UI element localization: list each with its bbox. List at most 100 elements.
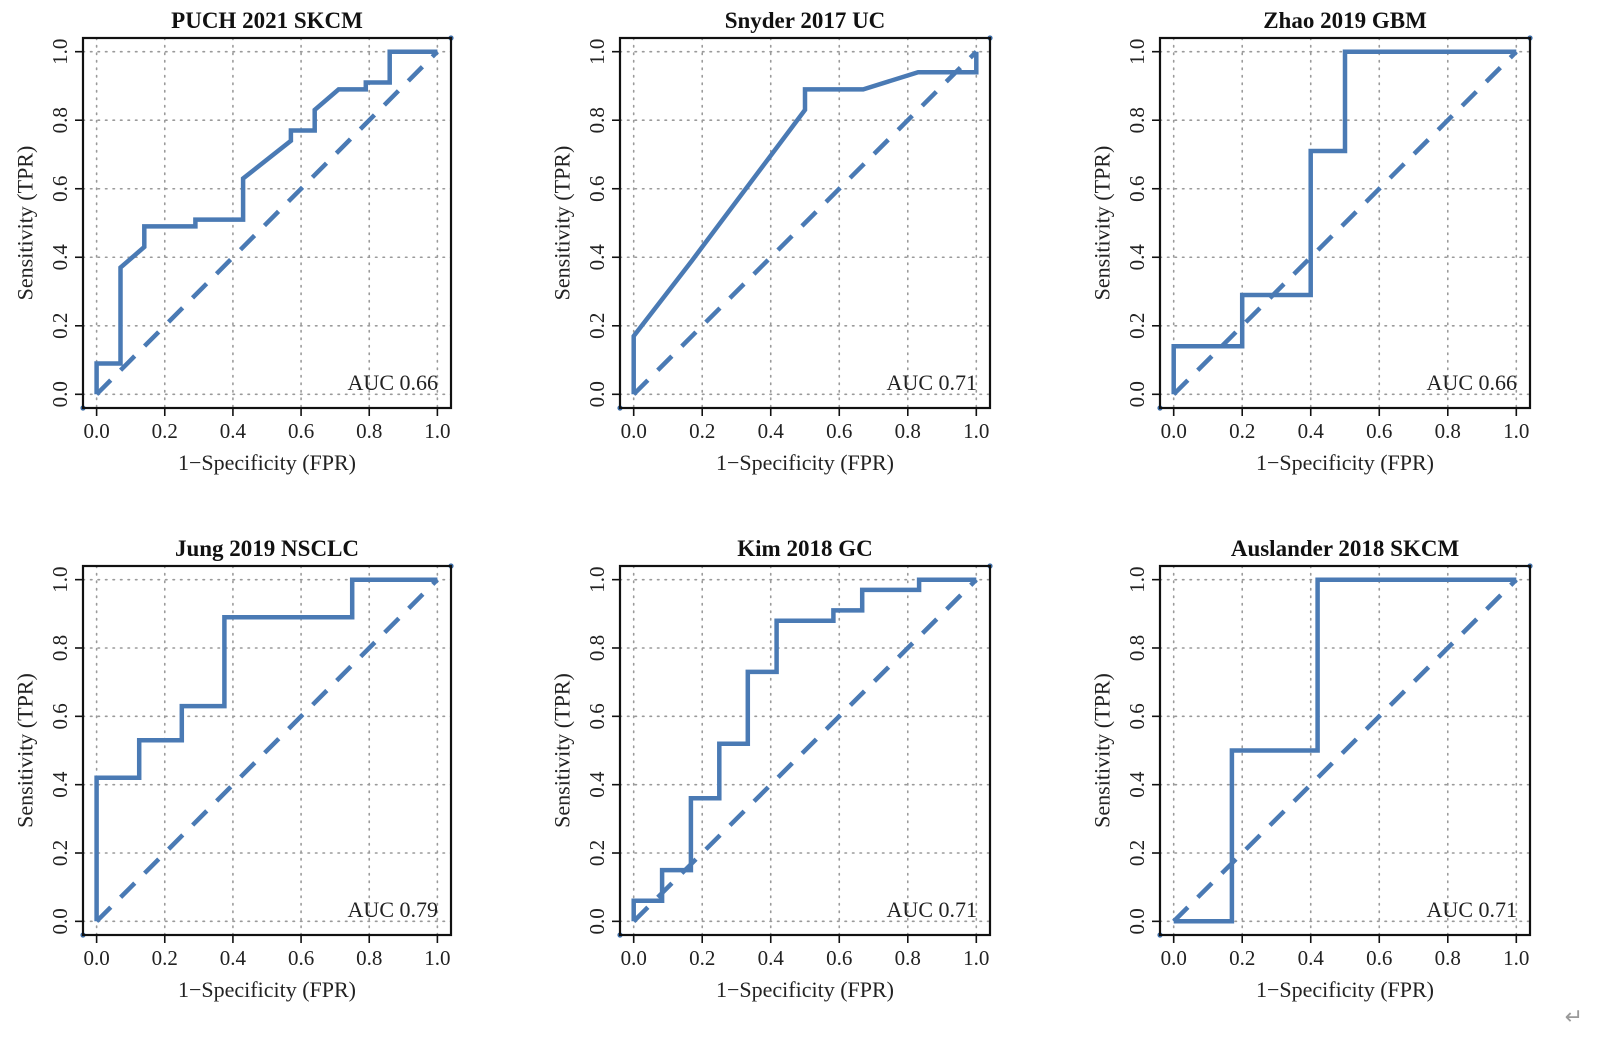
roc-panel-6: 0.0 0.0 0.2 0.2 0.4 0.4 0.6 0.6 0.8 0.8 1.0 1.0 Ausl… <box>1090 536 1533 1002</box>
x-axis-label: 1−Specificity (FPR) <box>178 450 356 475</box>
x-axis-label: 1−Specificity (FPR) <box>716 977 894 1002</box>
plot-title: Auslander 2018 SKCM <box>1231 536 1460 561</box>
auc-annotation: AUC 0.71 <box>887 370 977 395</box>
y-tick-label: 0.8 <box>1125 635 1149 661</box>
y-tick-label: 0.6 <box>48 176 72 202</box>
plot-frame <box>618 564 992 937</box>
auc-annotation: AUC 0.79 <box>348 897 438 922</box>
x-tick-label: 0.6 <box>1366 419 1392 443</box>
roc-panel-2: 0.0 0.0 0.2 0.2 0.4 0.4 0.6 0.6 0.8 0.8 1.0 1.0 Snyd… <box>550 8 993 475</box>
y-tick-label: 0.6 <box>48 703 72 729</box>
y-tick-label: 0.8 <box>48 107 72 133</box>
reference-diagonal <box>95 50 439 396</box>
y-tick-label: 0.4 <box>1125 244 1149 271</box>
x-tick-label: 0.0 <box>621 946 647 970</box>
roc-panel-3: 0.0 0.0 0.2 0.2 0.4 0.4 0.6 0.6 0.8 0.8 1.0 1.0 Zhao… <box>1090 8 1533 475</box>
plot-frame <box>81 36 453 410</box>
roc-panel-5: 0.0 0.0 0.2 0.2 0.4 0.4 0.6 0.6 0.8 0.8 1.0 1.0 Kim … <box>550 536 993 1002</box>
plot-title: Kim 2018 GC <box>737 536 872 561</box>
x-tick-label: 1.0 <box>963 946 989 970</box>
y-axis-label: Sensitivity (TPR) <box>13 146 38 301</box>
reference-diagonal <box>1172 578 1518 923</box>
plot-frame <box>618 36 992 410</box>
x-tick-label: 0.8 <box>1435 419 1461 443</box>
plot-frame <box>81 564 453 937</box>
roc-curve <box>1171 49 1517 395</box>
y-axis-label: Sensitivity (TPR) <box>1090 146 1115 301</box>
plot-frame <box>1158 564 1532 937</box>
y-tick-label: 1.0 <box>48 567 72 593</box>
y-tick-label: 0.6 <box>1125 176 1149 202</box>
y-tick-label: 0.0 <box>48 908 72 934</box>
reference-diagonal <box>632 50 978 396</box>
y-tick-label: 0.2 <box>48 840 72 866</box>
x-tick-label: 0.2 <box>152 946 178 970</box>
y-tick-label: 0.4 <box>48 244 72 271</box>
x-tick-label: 0.2 <box>689 946 715 970</box>
x-tick-label: 0.6 <box>288 419 314 443</box>
y-tick-label: 0.4 <box>1125 771 1149 798</box>
x-tick-label: 0.2 <box>689 419 715 443</box>
y-axis-label: Sensitivity (TPR) <box>13 673 38 828</box>
y-tick-label: 0.8 <box>585 635 609 661</box>
plot-title: Jung 2019 NSCLC <box>175 536 359 561</box>
x-tick-label: 1.0 <box>1503 946 1529 970</box>
y-tick-label: 1.0 <box>585 567 609 593</box>
x-tick-label: 0.6 <box>826 419 852 443</box>
y-tick-label: 0.8 <box>585 107 609 133</box>
plot-title: PUCH 2021 SKCM <box>171 8 363 33</box>
y-tick-label: 0.2 <box>585 313 609 339</box>
y-tick-label: 1.0 <box>585 39 609 65</box>
x-tick-label: 1.0 <box>1503 419 1529 443</box>
y-tick-label: 0.2 <box>1125 313 1149 339</box>
x-tick-label: 0.4 <box>220 946 247 970</box>
y-tick-label: 0.2 <box>1125 840 1149 866</box>
x-tick-label: 1.0 <box>424 946 450 970</box>
x-tick-label: 0.0 <box>83 419 109 443</box>
y-tick-label: 1.0 <box>48 39 72 65</box>
x-tick-label: 0.2 <box>1229 946 1255 970</box>
y-tick-label: 0.0 <box>585 381 609 407</box>
x-tick-label: 0.0 <box>621 419 647 443</box>
y-tick-label: 0.4 <box>585 771 609 798</box>
x-tick-label: 0.6 <box>1366 946 1392 970</box>
x-tick-label: 1.0 <box>424 419 450 443</box>
plot-title: Zhao 2019 GBM <box>1263 8 1427 33</box>
roc-panel-1: 0.0 0.0 0.2 0.2 0.4 0.4 0.6 0.6 0.8 0.8 1.0 1.0 PUCH… <box>13 8 454 475</box>
reference-diagonal <box>1172 50 1518 396</box>
x-tick-label: 0.0 <box>83 946 109 970</box>
x-tick-label: 0.2 <box>1229 419 1255 443</box>
x-tick-label: 0.4 <box>220 419 247 443</box>
y-tick-label: 0.6 <box>585 176 609 202</box>
roc-curve <box>631 51 979 395</box>
roc-curve <box>1173 577 1517 924</box>
x-tick-label: 0.8 <box>895 419 921 443</box>
y-tick-label: 0.0 <box>585 908 609 934</box>
x-tick-label: 0.2 <box>152 419 178 443</box>
y-tick-label: 0.4 <box>48 771 72 798</box>
y-tick-label: 0.0 <box>48 381 72 407</box>
x-tick-label: 0.4 <box>1298 419 1325 443</box>
x-axis-label: 1−Specificity (FPR) <box>716 450 894 475</box>
y-axis-label: Sensitivity (TPR) <box>550 146 575 301</box>
roc-curve <box>94 577 438 922</box>
x-tick-label: 0.8 <box>1435 946 1461 970</box>
x-tick-label: 0.0 <box>1161 419 1187 443</box>
x-axis-label: 1−Specificity (FPR) <box>178 977 356 1002</box>
y-tick-label: 0.0 <box>1125 908 1149 934</box>
x-axis-label: 1−Specificity (FPR) <box>1256 977 1434 1002</box>
x-tick-label: 0.8 <box>356 419 382 443</box>
y-tick-label: 1.0 <box>1125 39 1149 65</box>
x-tick-label: 0.8 <box>356 946 382 970</box>
auc-annotation: AUC 0.71 <box>1427 897 1517 922</box>
roc-panel-4: 0.0 0.0 0.2 0.2 0.4 0.4 0.6 0.6 0.8 0.8 1.0 1.0 Jung… <box>13 536 454 1002</box>
x-tick-label: 0.6 <box>288 946 314 970</box>
return-glyph: ↵ <box>1564 1005 1583 1030</box>
y-axis-label: Sensitivity (TPR) <box>550 673 575 828</box>
x-tick-label: 0.8 <box>895 946 921 970</box>
x-tick-label: 0.6 <box>826 946 852 970</box>
y-tick-label: 0.4 <box>585 244 609 271</box>
x-tick-label: 0.4 <box>1298 946 1325 970</box>
auc-annotation: AUC 0.66 <box>348 370 438 395</box>
